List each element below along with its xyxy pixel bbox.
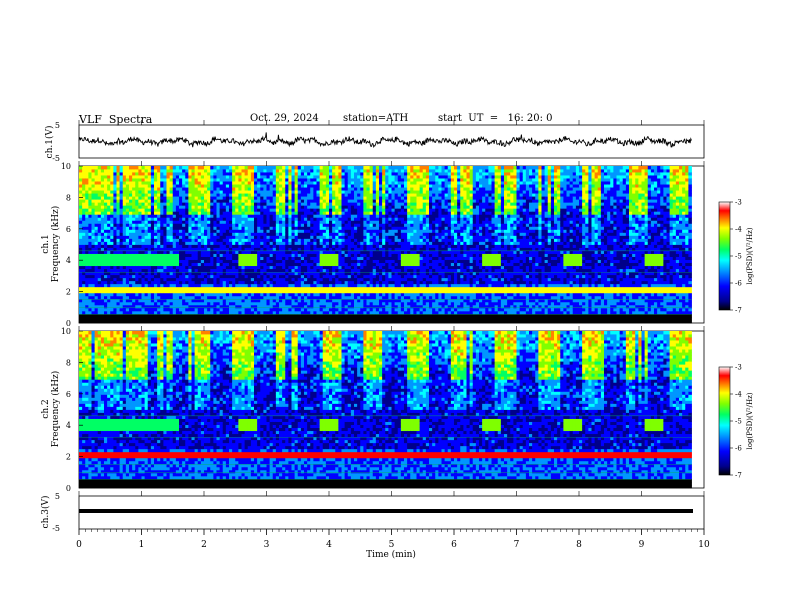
ch3-ylabel: ch.3(V) [40, 496, 51, 529]
frequency-tick-label: 4 [66, 256, 71, 265]
time-tick-label: 6 [451, 540, 457, 550]
ch1-spectrogram-panel: ch.1 Frequency (kHz) 0 2 4 6 8 10 [41, 162, 705, 328]
colorbar-tick-label: -5 [735, 253, 742, 261]
time-tick-label: 2 [201, 540, 207, 550]
ch1-colorbar-gradient [718, 201, 731, 311]
ch1-spectrogram-image [79, 166, 692, 324]
colorbar-tick-label: -3 [735, 199, 742, 207]
start-time-label: start UT = 16: 20: 0 [438, 113, 553, 124]
colorbar-tick-label: -7 [735, 472, 742, 480]
ch1-waveform-panel: 5 -5 ch.1(V) [44, 121, 705, 163]
colorbar-tick-label: -6 [735, 280, 742, 288]
date-label: Oct. 29, 2024 [250, 113, 319, 124]
ch2-colorbar: -3 -4 -5 -6 -7 log(PSD)(V²/Hz) [718, 364, 754, 480]
time-tick-label: 3 [264, 540, 270, 550]
colorbar-tick-label: -4 [735, 391, 742, 399]
ch1-channel-label: ch.1 [41, 234, 51, 253]
ch1-ytick-top: 5 [55, 121, 60, 130]
frequency-tick-label: 10 [61, 162, 71, 171]
ch1-colorbar: -3 -4 -5 -6 -7 log(PSD)(V²/Hz) [718, 199, 754, 315]
ch1-trace-line [78, 132, 692, 148]
frequency-tick-label: 0 [66, 319, 71, 328]
time-tick-label: 7 [514, 540, 520, 550]
frequency-tick-label: 10 [61, 327, 71, 336]
colorbar-tick-label: -3 [735, 364, 742, 372]
time-tick-label: 1 [139, 540, 145, 550]
ch1-frequency-label: Frequency (kHz) [50, 206, 61, 283]
frequency-tick-label: 8 [66, 358, 71, 367]
ch3-trace-line [79, 509, 693, 513]
ch3-ytick-top: 5 [55, 492, 60, 501]
frequency-tick-label: 6 [66, 390, 71, 399]
station-label: station=ATH [343, 113, 408, 124]
time-tick-label: 9 [639, 540, 645, 550]
time-tick-label: 8 [576, 540, 582, 550]
ch3-ytick-bottom: -5 [52, 524, 60, 533]
colorbar-tick-label: -7 [735, 307, 742, 315]
ch2-frequency-ticks: 0 2 4 6 8 10 [61, 327, 83, 493]
ch2-colorbar-ticks: -3 -4 -5 -6 -7 [730, 364, 742, 480]
colorbar-tick-label: -5 [735, 418, 742, 426]
frequency-tick-label: 4 [66, 421, 71, 430]
ch1-ylabel: ch.1(V) [44, 126, 55, 159]
ch1-colorbar-ticks: -3 -4 -5 -6 -7 [730, 199, 742, 315]
ch3-waveform-panel: 5 -5 ch.3(V) [40, 492, 705, 533]
ch2-spectrogram-panel: ch.2 Frequency (kHz) 0 2 4 6 8 10 [41, 327, 705, 493]
time-axis: 0 1 2 3 4 5 6 7 8 9 10 [76, 120, 710, 550]
frequency-tick-label: 0 [66, 484, 71, 493]
colorbar-tick-label: -4 [735, 226, 742, 234]
frequency-tick-label: 6 [66, 225, 71, 234]
ch1-frequency-ticks: 0 2 4 6 8 10 [61, 162, 83, 328]
time-tick-label: 4 [326, 540, 332, 550]
ch1-ytick-bottom: -5 [52, 154, 60, 163]
ch1-colorbar-label: log(PSD)(V²/Hz) [746, 227, 754, 284]
ch2-colorbar-gradient [718, 366, 731, 476]
ch2-frequency-label: Frequency (kHz) [50, 371, 61, 448]
time-tick-label: 10 [698, 540, 710, 550]
ch2-colorbar-label: log(PSD)(V²/Hz) [746, 392, 754, 449]
frequency-tick-label: 2 [66, 288, 71, 297]
time-tick-label: 5 [389, 540, 395, 550]
frequency-tick-label: 2 [66, 453, 71, 462]
time-axis-label: Time (min) [366, 549, 416, 560]
frequency-tick-label: 8 [66, 193, 71, 202]
time-tick-label: 0 [76, 540, 82, 550]
ch2-channel-label: ch.2 [41, 399, 51, 418]
colorbar-tick-label: -6 [735, 445, 742, 453]
ch2-spectrogram-image [79, 331, 692, 489]
